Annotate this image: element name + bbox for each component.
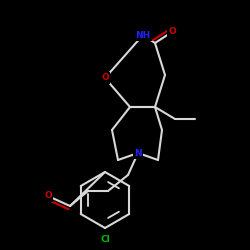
Text: N: N [134, 148, 142, 158]
Text: O: O [101, 74, 109, 82]
Text: NH: NH [136, 30, 150, 40]
Text: Cl: Cl [100, 236, 110, 244]
Text: O: O [44, 192, 52, 200]
Text: O: O [168, 28, 176, 36]
